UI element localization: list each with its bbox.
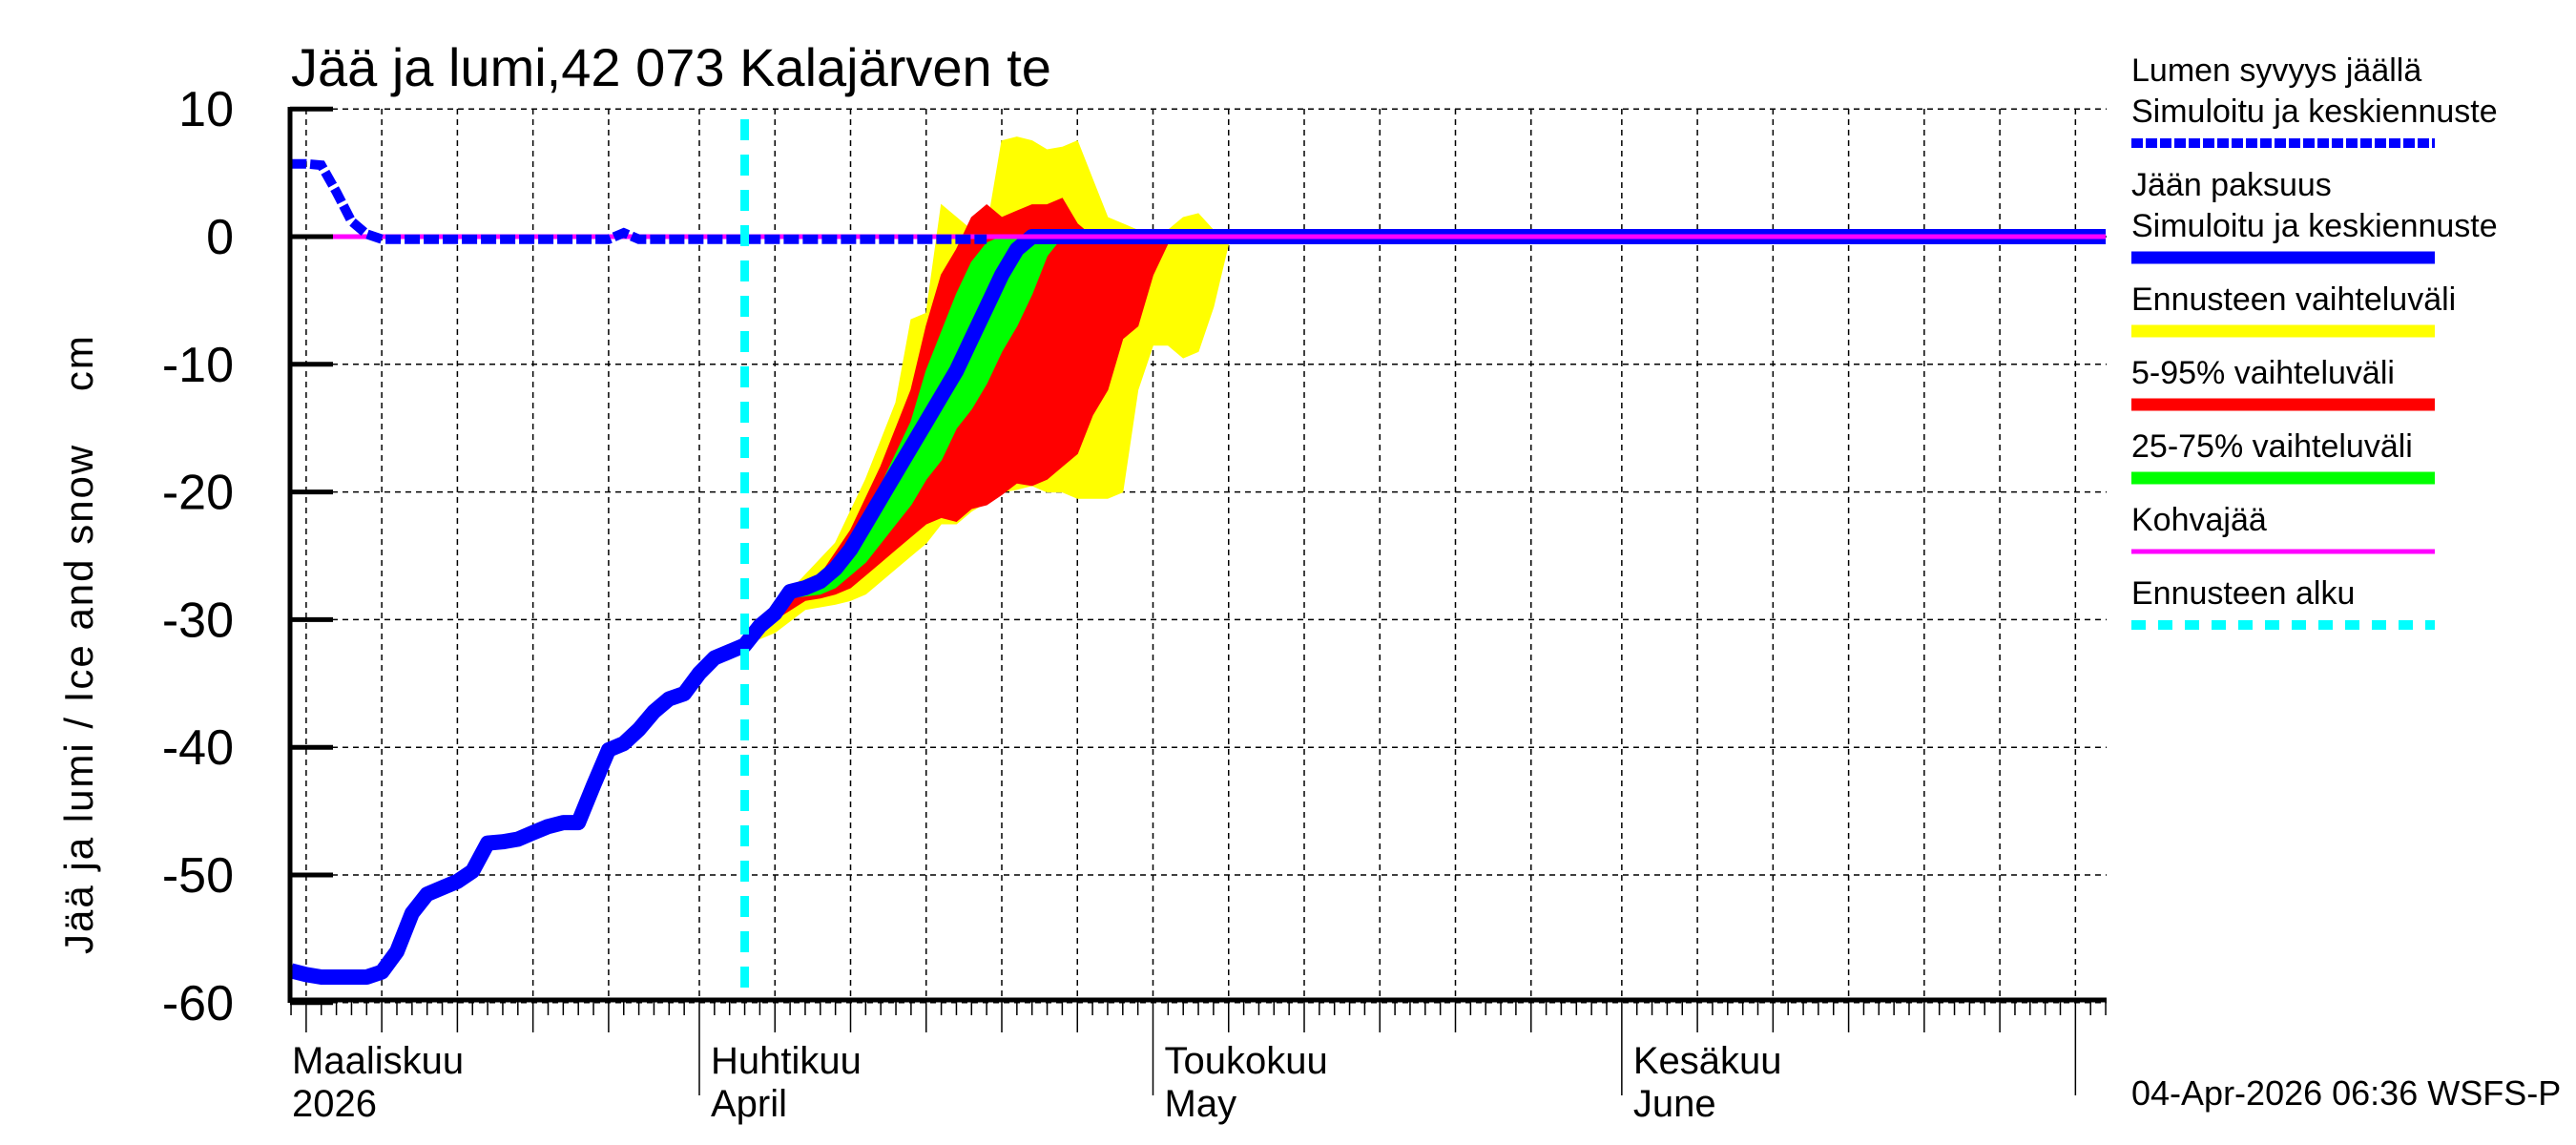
y-tick-label: -40 (162, 720, 234, 776)
forecast-bands (744, 136, 1230, 646)
legend-label: Ennusteen alku (2131, 575, 2355, 612)
axes (287, 106, 2107, 1095)
legend-label: 25-75% vaihteluväli (2131, 428, 2413, 465)
timestamp: 04-Apr-2026 06:36 WSFS-P (2131, 1073, 2561, 1113)
y-tick-label: 10 (178, 82, 234, 137)
month-label-fi: Kesäkuu (1633, 1040, 1782, 1082)
legend-label: Simuloitu ja keskiennuste (2131, 208, 2498, 244)
y-tick-label: -30 (162, 593, 234, 648)
legend-item: 5-95% vaihteluväli (2131, 355, 2435, 411)
month-label-en: May (1165, 1083, 1237, 1125)
month-label-en: April (711, 1083, 787, 1125)
month-label-en: June (1633, 1083, 1716, 1125)
month-label-fi: Toukokuu (1165, 1040, 1328, 1082)
legend-label: 5-95% vaihteluväli (2131, 355, 2395, 391)
legend: Lumen syvyys jäällä Simuloitu ja keskienn… (2131, 52, 2498, 630)
data-lines (289, 158, 2107, 985)
legend-item: Jään paksuus Simuloitu ja keskiennuste (2131, 167, 2498, 264)
legend-item: 25-75% vaihteluväli (2131, 428, 2435, 485)
legend-label: Ennusteen vaihteluväli (2131, 281, 2456, 318)
snow-depth-line (291, 158, 987, 244)
legend-item: Ennusteen vaihteluväli (2131, 281, 2456, 338)
month-label-en: 2026 (292, 1083, 377, 1125)
month-label-fi: Huhtikuu (711, 1040, 862, 1082)
y-tick-label: -10 (162, 338, 234, 393)
legend-item: Ennusteen alku (2131, 575, 2435, 630)
y-axis-label: Jää ja lumi / Ice and snow cm (56, 334, 101, 954)
legend-item: Kohvajää (2131, 502, 2435, 554)
y-tick-label: 0 (206, 210, 234, 265)
legend-label: Simuloitu ja keskiennuste (2131, 94, 2498, 130)
y-tick-labels: 10 0 -10 -20 -30 -40 -50 -60 (162, 82, 234, 1031)
y-tick-label: -60 (162, 976, 234, 1031)
month-label-fi: Maaliskuu (292, 1040, 464, 1082)
legend-label: Kohvajää (2131, 502, 2267, 538)
legend-label: Jään paksuus (2131, 167, 2332, 203)
y-tick-label: -20 (162, 466, 234, 521)
ice-thickness-line (289, 229, 2107, 985)
legend-item: Lumen syvyys jäällä Simuloitu ja keskienn… (2131, 52, 2498, 148)
chart-title: Jää ja lumi,42 073 Kalajärven te (291, 37, 1051, 97)
y-tick-label: -50 (162, 848, 234, 904)
legend-label: Lumen syvyys jäällä (2131, 52, 2421, 89)
